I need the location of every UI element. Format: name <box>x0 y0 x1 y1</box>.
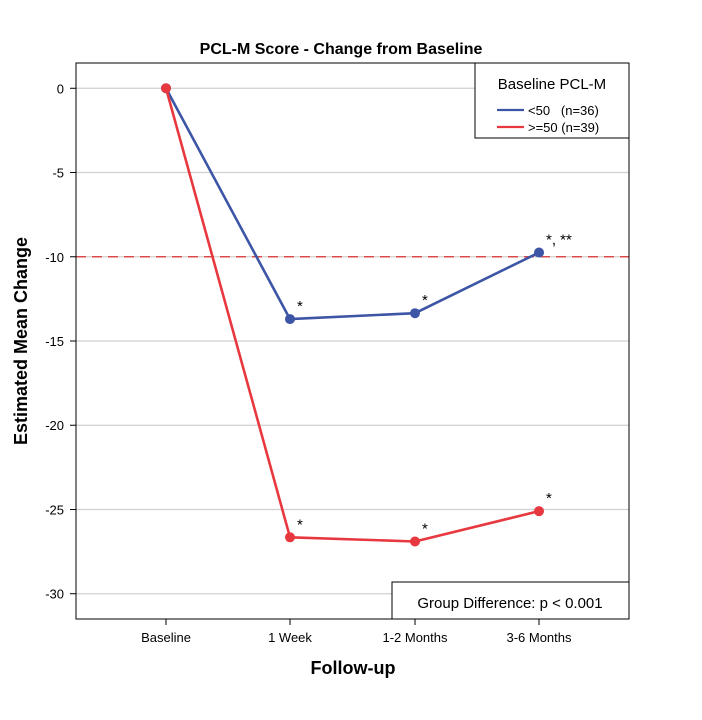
significance-annotation: * <box>422 292 428 309</box>
y-tick-label: -30 <box>45 587 64 602</box>
significance-annotation: * <box>297 298 303 315</box>
group-difference-note: Group Difference: p < 0.001 <box>391 581 630 620</box>
legend-box <box>474 62 630 139</box>
y-tick-label: 0 <box>57 81 64 96</box>
series-2-point <box>534 506 544 517</box>
y-tick-label: -20 <box>45 418 64 433</box>
x-tick-label: 1-2 Months <box>382 630 448 645</box>
legend-label-series-2: >=50 (n=39) <box>528 120 599 135</box>
legend: Baseline PCL-M <50 (n=36) >=50 (n=39) <box>474 62 630 139</box>
chart-title: PCL-M Score - Change from Baseline <box>200 41 483 58</box>
note-box <box>391 581 630 620</box>
significance-annotation: *, ** <box>546 232 572 249</box>
series-2-point <box>161 83 171 94</box>
series-1-point <box>285 314 295 325</box>
significance-annotation: * <box>546 490 552 507</box>
gridlines <box>76 87 629 595</box>
significance-annotation: * <box>422 520 428 537</box>
series-line-1 <box>164 87 540 321</box>
y-tick-label: -15 <box>45 334 64 349</box>
significance-annotation: * <box>297 516 303 533</box>
legend-title: Baseline PCL-M <box>498 76 606 93</box>
y-ticks: 0 -5 -10 -15 -20 -25 -30 <box>45 81 76 602</box>
x-tick-label: 1 Week <box>268 630 312 645</box>
note-text: Group Difference: p < 0.001 <box>417 595 602 612</box>
y-tick-label: -5 <box>52 166 64 181</box>
series-1-point <box>534 247 544 258</box>
y-axis-label: Estimated Mean Change <box>11 237 31 445</box>
x-tick-label: 3-6 Months <box>506 630 572 645</box>
series-2-point <box>285 532 295 543</box>
y-tick-label: -25 <box>45 502 64 517</box>
series-line-2 <box>164 87 540 543</box>
legend-label-series-1: <50 (n=36) <box>528 103 599 118</box>
series-1-point <box>410 308 420 319</box>
series-2-point <box>410 536 420 547</box>
x-tick-label: Baseline <box>141 630 191 645</box>
x-ticks: Baseline 1 Week 1-2 Months 3-6 Months <box>141 619 572 645</box>
x-axis-label: Follow-up <box>311 658 396 678</box>
series-layer: * * *, ** * * * <box>161 83 572 547</box>
y-tick-label: -10 <box>45 250 64 265</box>
